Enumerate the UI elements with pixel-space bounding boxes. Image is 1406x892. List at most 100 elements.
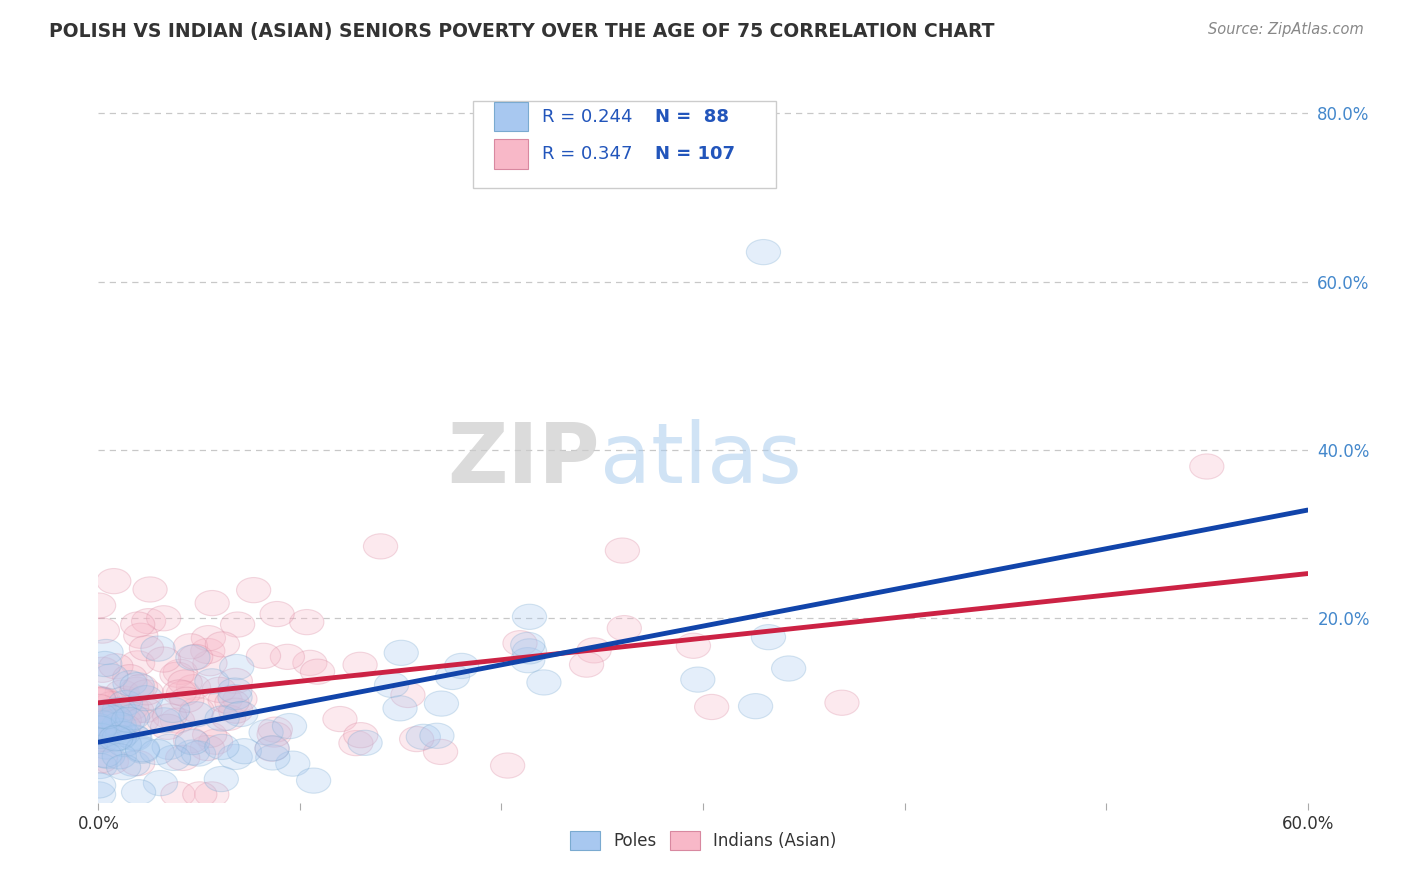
Text: atlas: atlas bbox=[600, 418, 801, 500]
Ellipse shape bbox=[82, 694, 115, 720]
Ellipse shape bbox=[100, 708, 134, 734]
Ellipse shape bbox=[425, 691, 458, 716]
Ellipse shape bbox=[218, 668, 253, 694]
Ellipse shape bbox=[576, 638, 612, 663]
Ellipse shape bbox=[112, 671, 148, 696]
Ellipse shape bbox=[301, 659, 335, 684]
Ellipse shape bbox=[205, 706, 239, 731]
FancyBboxPatch shape bbox=[494, 102, 527, 131]
Ellipse shape bbox=[191, 639, 225, 664]
Ellipse shape bbox=[141, 739, 174, 764]
Ellipse shape bbox=[121, 780, 156, 805]
Ellipse shape bbox=[86, 687, 120, 713]
Ellipse shape bbox=[695, 694, 728, 720]
Ellipse shape bbox=[512, 604, 547, 630]
Ellipse shape bbox=[82, 593, 115, 618]
Ellipse shape bbox=[128, 698, 162, 723]
Legend: Poles, Indians (Asian): Poles, Indians (Asian) bbox=[562, 824, 844, 856]
Ellipse shape bbox=[510, 648, 546, 673]
Ellipse shape bbox=[89, 640, 124, 665]
Ellipse shape bbox=[193, 723, 226, 747]
Ellipse shape bbox=[82, 714, 115, 739]
Ellipse shape bbox=[160, 662, 194, 688]
Text: ZIP: ZIP bbox=[447, 418, 600, 500]
Ellipse shape bbox=[150, 714, 184, 739]
Ellipse shape bbox=[195, 591, 229, 615]
Ellipse shape bbox=[82, 688, 115, 714]
Text: N =  88: N = 88 bbox=[655, 108, 728, 126]
Ellipse shape bbox=[132, 608, 166, 634]
Ellipse shape bbox=[436, 665, 470, 690]
Ellipse shape bbox=[112, 665, 148, 690]
Ellipse shape bbox=[166, 746, 200, 771]
Ellipse shape bbox=[90, 734, 124, 759]
Ellipse shape bbox=[246, 643, 281, 668]
Ellipse shape bbox=[420, 723, 454, 748]
Ellipse shape bbox=[260, 601, 294, 627]
Ellipse shape bbox=[129, 680, 163, 705]
Ellipse shape bbox=[204, 766, 239, 792]
Ellipse shape bbox=[83, 716, 117, 741]
Ellipse shape bbox=[90, 704, 124, 729]
Ellipse shape bbox=[218, 678, 252, 703]
Ellipse shape bbox=[569, 652, 603, 677]
Ellipse shape bbox=[205, 734, 239, 759]
Ellipse shape bbox=[98, 718, 132, 743]
Ellipse shape bbox=[108, 690, 142, 715]
Ellipse shape bbox=[107, 686, 142, 712]
Ellipse shape bbox=[121, 750, 155, 776]
Ellipse shape bbox=[97, 710, 132, 735]
Ellipse shape bbox=[503, 631, 537, 656]
Ellipse shape bbox=[605, 538, 640, 563]
Ellipse shape bbox=[153, 704, 187, 729]
Ellipse shape bbox=[86, 711, 120, 736]
Ellipse shape bbox=[681, 667, 714, 692]
Ellipse shape bbox=[183, 781, 217, 807]
Ellipse shape bbox=[156, 698, 190, 723]
Ellipse shape bbox=[167, 670, 202, 695]
Ellipse shape bbox=[1189, 454, 1225, 479]
Ellipse shape bbox=[254, 736, 290, 761]
Ellipse shape bbox=[160, 708, 194, 733]
Ellipse shape bbox=[94, 664, 128, 689]
Ellipse shape bbox=[128, 686, 163, 711]
Ellipse shape bbox=[257, 722, 291, 747]
Ellipse shape bbox=[218, 684, 252, 710]
Ellipse shape bbox=[208, 688, 242, 713]
Ellipse shape bbox=[194, 781, 229, 807]
Text: POLISH VS INDIAN (ASIAN) SENIORS POVERTY OVER THE AGE OF 75 CORRELATION CHART: POLISH VS INDIAN (ASIAN) SENIORS POVERTY… bbox=[49, 22, 994, 41]
Ellipse shape bbox=[134, 577, 167, 602]
Text: R = 0.244: R = 0.244 bbox=[543, 108, 633, 126]
Ellipse shape bbox=[98, 726, 132, 751]
Ellipse shape bbox=[270, 644, 305, 670]
Ellipse shape bbox=[374, 673, 409, 698]
Ellipse shape bbox=[103, 744, 136, 769]
Ellipse shape bbox=[607, 615, 641, 640]
Ellipse shape bbox=[86, 618, 120, 643]
Ellipse shape bbox=[83, 747, 118, 773]
Ellipse shape bbox=[124, 624, 157, 648]
Ellipse shape bbox=[82, 687, 117, 713]
Ellipse shape bbox=[120, 677, 155, 702]
Ellipse shape bbox=[170, 687, 204, 713]
Ellipse shape bbox=[146, 707, 181, 733]
Ellipse shape bbox=[82, 781, 115, 807]
Ellipse shape bbox=[83, 754, 117, 779]
Ellipse shape bbox=[173, 633, 208, 659]
Ellipse shape bbox=[107, 755, 141, 780]
Ellipse shape bbox=[83, 727, 118, 752]
Ellipse shape bbox=[211, 706, 246, 731]
Ellipse shape bbox=[105, 722, 141, 747]
Ellipse shape bbox=[218, 698, 253, 723]
Ellipse shape bbox=[160, 781, 195, 807]
Ellipse shape bbox=[107, 714, 141, 739]
Ellipse shape bbox=[121, 612, 155, 637]
Ellipse shape bbox=[90, 699, 124, 725]
Ellipse shape bbox=[146, 647, 180, 673]
Ellipse shape bbox=[181, 741, 215, 766]
Ellipse shape bbox=[363, 533, 398, 559]
Ellipse shape bbox=[124, 674, 157, 699]
Ellipse shape bbox=[84, 723, 118, 748]
Ellipse shape bbox=[84, 687, 118, 713]
Ellipse shape bbox=[176, 740, 209, 765]
